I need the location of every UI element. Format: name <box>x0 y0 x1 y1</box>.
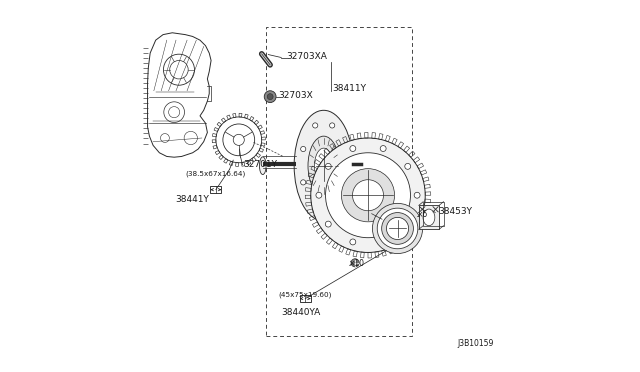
Circle shape <box>342 180 347 185</box>
Circle shape <box>342 147 347 152</box>
Text: (45x75x19.60): (45x75x19.60) <box>278 291 332 298</box>
Text: ×10: ×10 <box>349 260 365 269</box>
Circle shape <box>353 180 383 211</box>
Bar <box>266 27 412 336</box>
Text: 38440YA: 38440YA <box>281 308 321 317</box>
Circle shape <box>325 221 332 227</box>
Circle shape <box>380 239 386 245</box>
Circle shape <box>372 203 422 254</box>
Ellipse shape <box>294 110 353 221</box>
Circle shape <box>414 192 420 198</box>
Circle shape <box>404 163 411 169</box>
Ellipse shape <box>259 157 266 174</box>
Bar <box>300 295 311 302</box>
Text: 38411Y: 38411Y <box>332 84 366 93</box>
Polygon shape <box>419 205 439 230</box>
Text: J3B10159: J3B10159 <box>458 339 494 347</box>
Circle shape <box>312 123 318 128</box>
Circle shape <box>264 91 276 103</box>
Circle shape <box>404 221 411 227</box>
Circle shape <box>268 94 273 100</box>
Circle shape <box>350 239 356 245</box>
Circle shape <box>350 145 356 151</box>
Circle shape <box>312 203 318 209</box>
Circle shape <box>311 138 425 253</box>
Text: ×6: ×6 <box>417 211 428 219</box>
Text: 32701Y: 32701Y <box>244 160 278 169</box>
Circle shape <box>341 169 395 222</box>
Circle shape <box>351 259 359 267</box>
Circle shape <box>326 153 410 238</box>
Text: 38441Y: 38441Y <box>176 195 209 204</box>
Circle shape <box>301 147 306 152</box>
Circle shape <box>316 192 322 198</box>
Circle shape <box>377 208 418 249</box>
Text: (38.5x67x16.64): (38.5x67x16.64) <box>186 171 246 177</box>
Circle shape <box>325 163 332 169</box>
Circle shape <box>380 145 386 151</box>
Circle shape <box>330 123 335 128</box>
Circle shape <box>387 217 408 240</box>
Text: 32703XA: 32703XA <box>286 52 327 61</box>
Circle shape <box>301 180 306 185</box>
Bar <box>211 186 221 193</box>
Ellipse shape <box>308 136 339 195</box>
Circle shape <box>381 212 413 244</box>
Text: 32703X: 32703X <box>278 91 314 100</box>
Ellipse shape <box>314 148 333 183</box>
Text: 38453Y: 38453Y <box>438 208 472 217</box>
Ellipse shape <box>423 209 435 226</box>
Circle shape <box>330 203 335 209</box>
